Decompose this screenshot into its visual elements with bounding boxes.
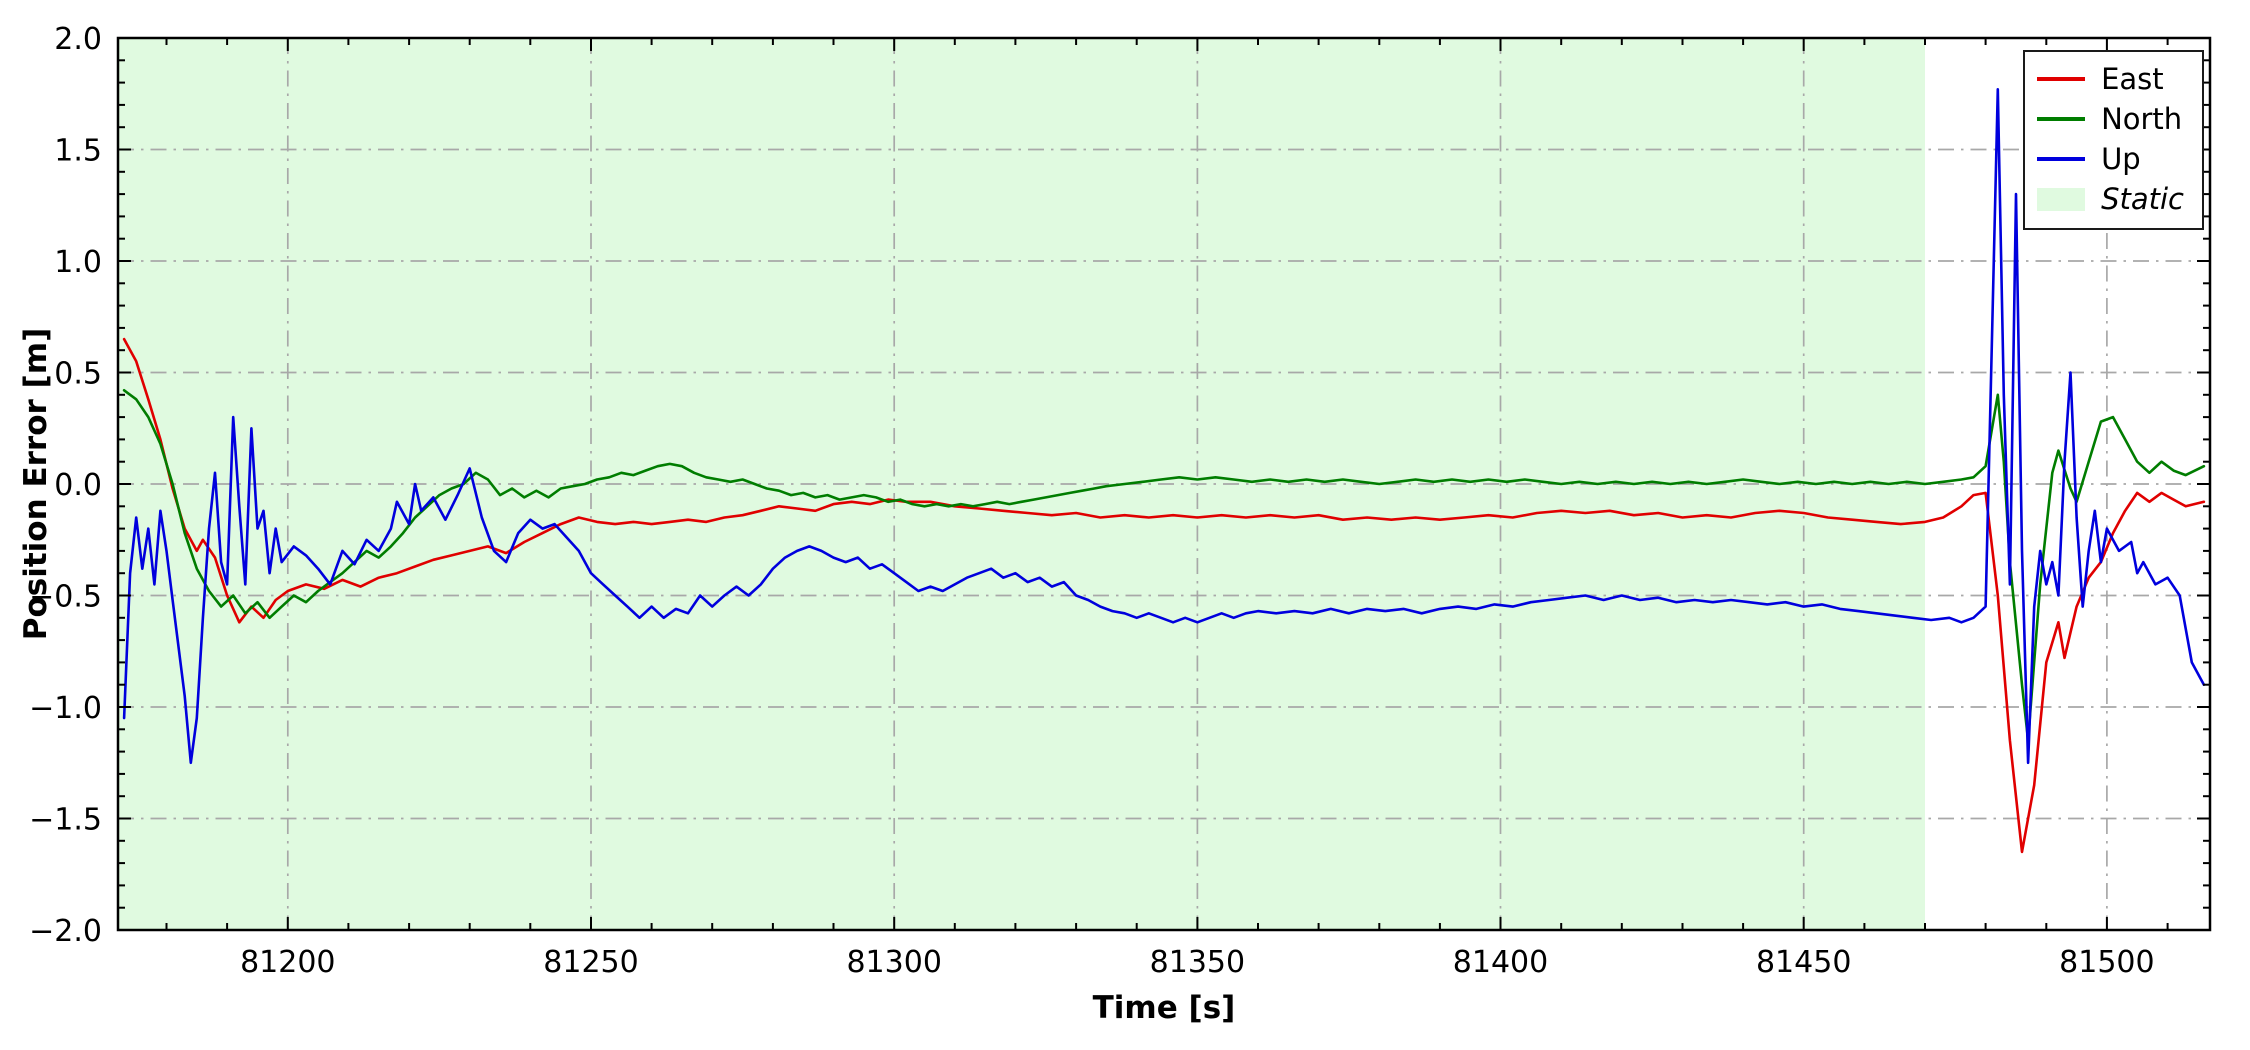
legend-label-north: North <box>2101 101 2183 136</box>
legend-label-static: Static <box>2101 181 2184 216</box>
static-patch-swatch <box>2037 187 2086 211</box>
y-tick-label: 1.5 <box>54 134 102 169</box>
east-line-swatch <box>2037 77 2086 81</box>
legend: East North Up Static <box>2023 50 2204 230</box>
legend-entry-north: North <box>2037 100 2184 138</box>
y-tick-label: −1.0 <box>29 691 102 726</box>
x-tick-label: 81350 <box>1150 945 1245 980</box>
y-tick-label: 1.0 <box>54 245 102 280</box>
series-north-line <box>122 389 2206 742</box>
x-tick-label: 81450 <box>1756 945 1851 980</box>
y-tick-label: −2.0 <box>29 914 102 949</box>
legend-label-east: East <box>2101 61 2164 96</box>
series-up-line <box>122 88 2206 765</box>
legend-entry-static: Static <box>2037 180 2184 218</box>
x-tick-label: 81300 <box>846 945 941 980</box>
x-tick-label: 81500 <box>2059 945 2154 980</box>
y-axis-label: Position Error [m] <box>18 327 54 641</box>
x-tick-label: 81400 <box>1453 945 1548 980</box>
x-tick-label: 81250 <box>543 945 638 980</box>
x-axis-label: Time [s] <box>1092 990 1236 1026</box>
series-east-line <box>122 337 2206 854</box>
north-line-swatch <box>2037 117 2086 121</box>
y-tick-label: −1.5 <box>29 803 102 838</box>
y-tick-label: 2.0 <box>54 22 102 57</box>
x-tick-label: 81200 <box>240 945 335 980</box>
legend-entry-up: Up <box>2037 140 2184 178</box>
legend-entry-east: East <box>2037 60 2184 98</box>
up-line-swatch <box>2037 157 2086 161</box>
legend-label-up: Up <box>2101 141 2141 176</box>
y-tick-label: 0.5 <box>54 357 102 392</box>
y-tick-label: −0.5 <box>29 580 102 615</box>
y-tick-label: 0.0 <box>54 468 102 503</box>
